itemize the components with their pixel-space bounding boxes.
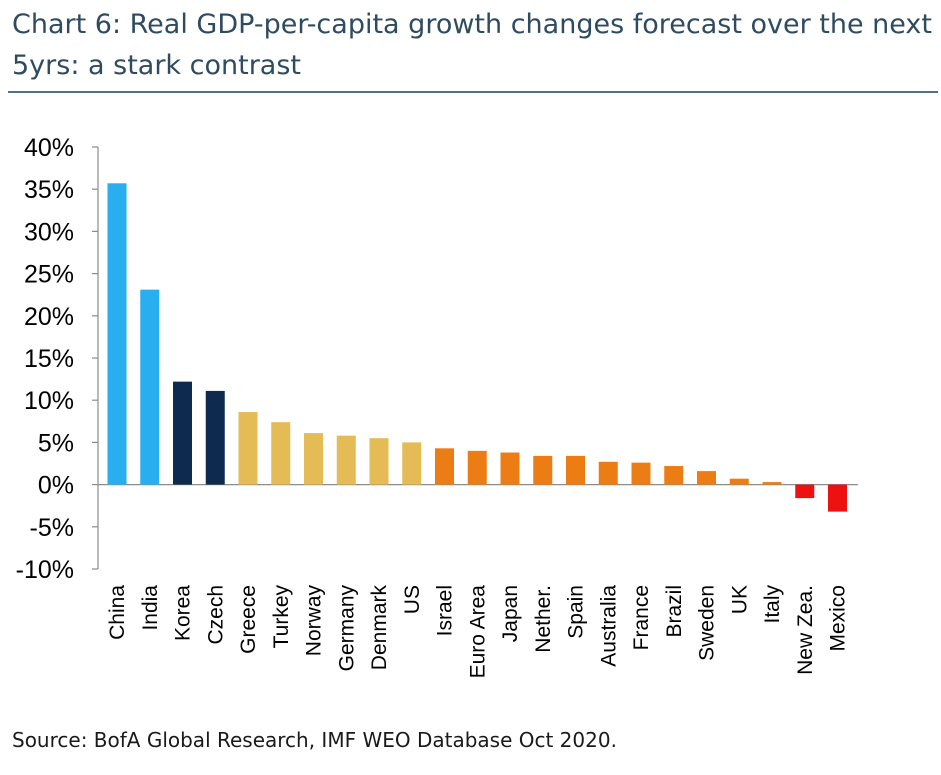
y-tick-label: 10% — [24, 387, 74, 415]
y-tick-label: 15% — [24, 345, 74, 373]
category-label: Nether. — [532, 585, 555, 653]
bar-nether — [533, 455, 553, 485]
bar-chart: 40% 35% 30% 25% 20% 15% 10% 5% 0% -5% -10% China In… — [16, 134, 858, 679]
bar-greece — [238, 412, 258, 485]
bar-czech — [205, 390, 225, 485]
bar-france — [631, 462, 651, 485]
y-tick-label: 25% — [24, 261, 74, 289]
category-label: Mexico — [827, 585, 850, 652]
y-tick-label: 40% — [24, 134, 74, 162]
category-label: US — [401, 585, 424, 614]
bar-india — [140, 289, 160, 485]
y-tick-label: 30% — [24, 218, 74, 246]
y-tick-label: 35% — [24, 176, 74, 204]
bar-japan — [500, 452, 520, 485]
x-axis-labels: China India Korea Czech Greece Turkey Norway Ge… — [106, 585, 850, 679]
chart-title: Chart 6: Real GDP-per-capita growth chan… — [12, 9, 932, 81]
category-label: India — [139, 585, 162, 631]
category-label: Czech — [204, 585, 227, 645]
bar-sweden — [697, 471, 716, 485]
category-label: Greece — [237, 585, 260, 654]
source-note: Source: BofA Global Research, IMF WEO Da… — [12, 728, 617, 752]
category-label: Germany — [335, 585, 358, 672]
category-label: Australia — [597, 585, 620, 667]
bar-denmark — [369, 438, 389, 485]
category-label: New Zea. — [794, 585, 817, 675]
bar-israel — [435, 448, 454, 485]
bar-china — [107, 183, 127, 485]
bar-euro-area — [467, 450, 487, 485]
bar-germany — [336, 435, 356, 485]
y-axis: 40% 35% 30% 25% 20% 15% 10% 5% 0% -5% -10% — [16, 134, 858, 584]
category-label: Denmark — [368, 585, 391, 671]
bar-new-zea — [795, 484, 815, 499]
category-label: Norway — [303, 585, 326, 657]
bar-spain — [566, 455, 585, 485]
y-tick-label: 5% — [38, 429, 74, 457]
y-tick-label: -10% — [16, 556, 74, 584]
category-label: China — [106, 585, 129, 640]
category-label: Spain — [565, 585, 588, 639]
bar-australia — [598, 461, 618, 485]
category-label: France — [630, 585, 653, 650]
bar-korea — [173, 381, 192, 485]
bar-mexico — [828, 484, 847, 512]
category-label: UK — [728, 585, 751, 614]
y-tick-label: 0% — [38, 472, 74, 500]
title-divider — [8, 91, 938, 93]
bar-us — [402, 442, 422, 485]
bar-brazil — [664, 466, 684, 485]
y-tick-label: 20% — [24, 303, 74, 331]
bars — [107, 183, 847, 512]
category-label: Italy — [761, 585, 784, 624]
category-label: Korea — [172, 585, 195, 641]
bar-italy — [762, 482, 782, 485]
bar-uk — [729, 478, 749, 485]
bar-norway — [304, 433, 323, 485]
category-label: Turkey — [270, 585, 293, 649]
category-label: Brazil — [663, 585, 686, 638]
category-label: Japan — [499, 585, 522, 642]
category-label: Sweden — [696, 585, 719, 661]
y-tick-label: -5% — [30, 514, 74, 542]
category-label: Israel — [434, 585, 457, 636]
category-label: Euro Area — [466, 585, 489, 679]
bar-turkey — [271, 422, 291, 485]
